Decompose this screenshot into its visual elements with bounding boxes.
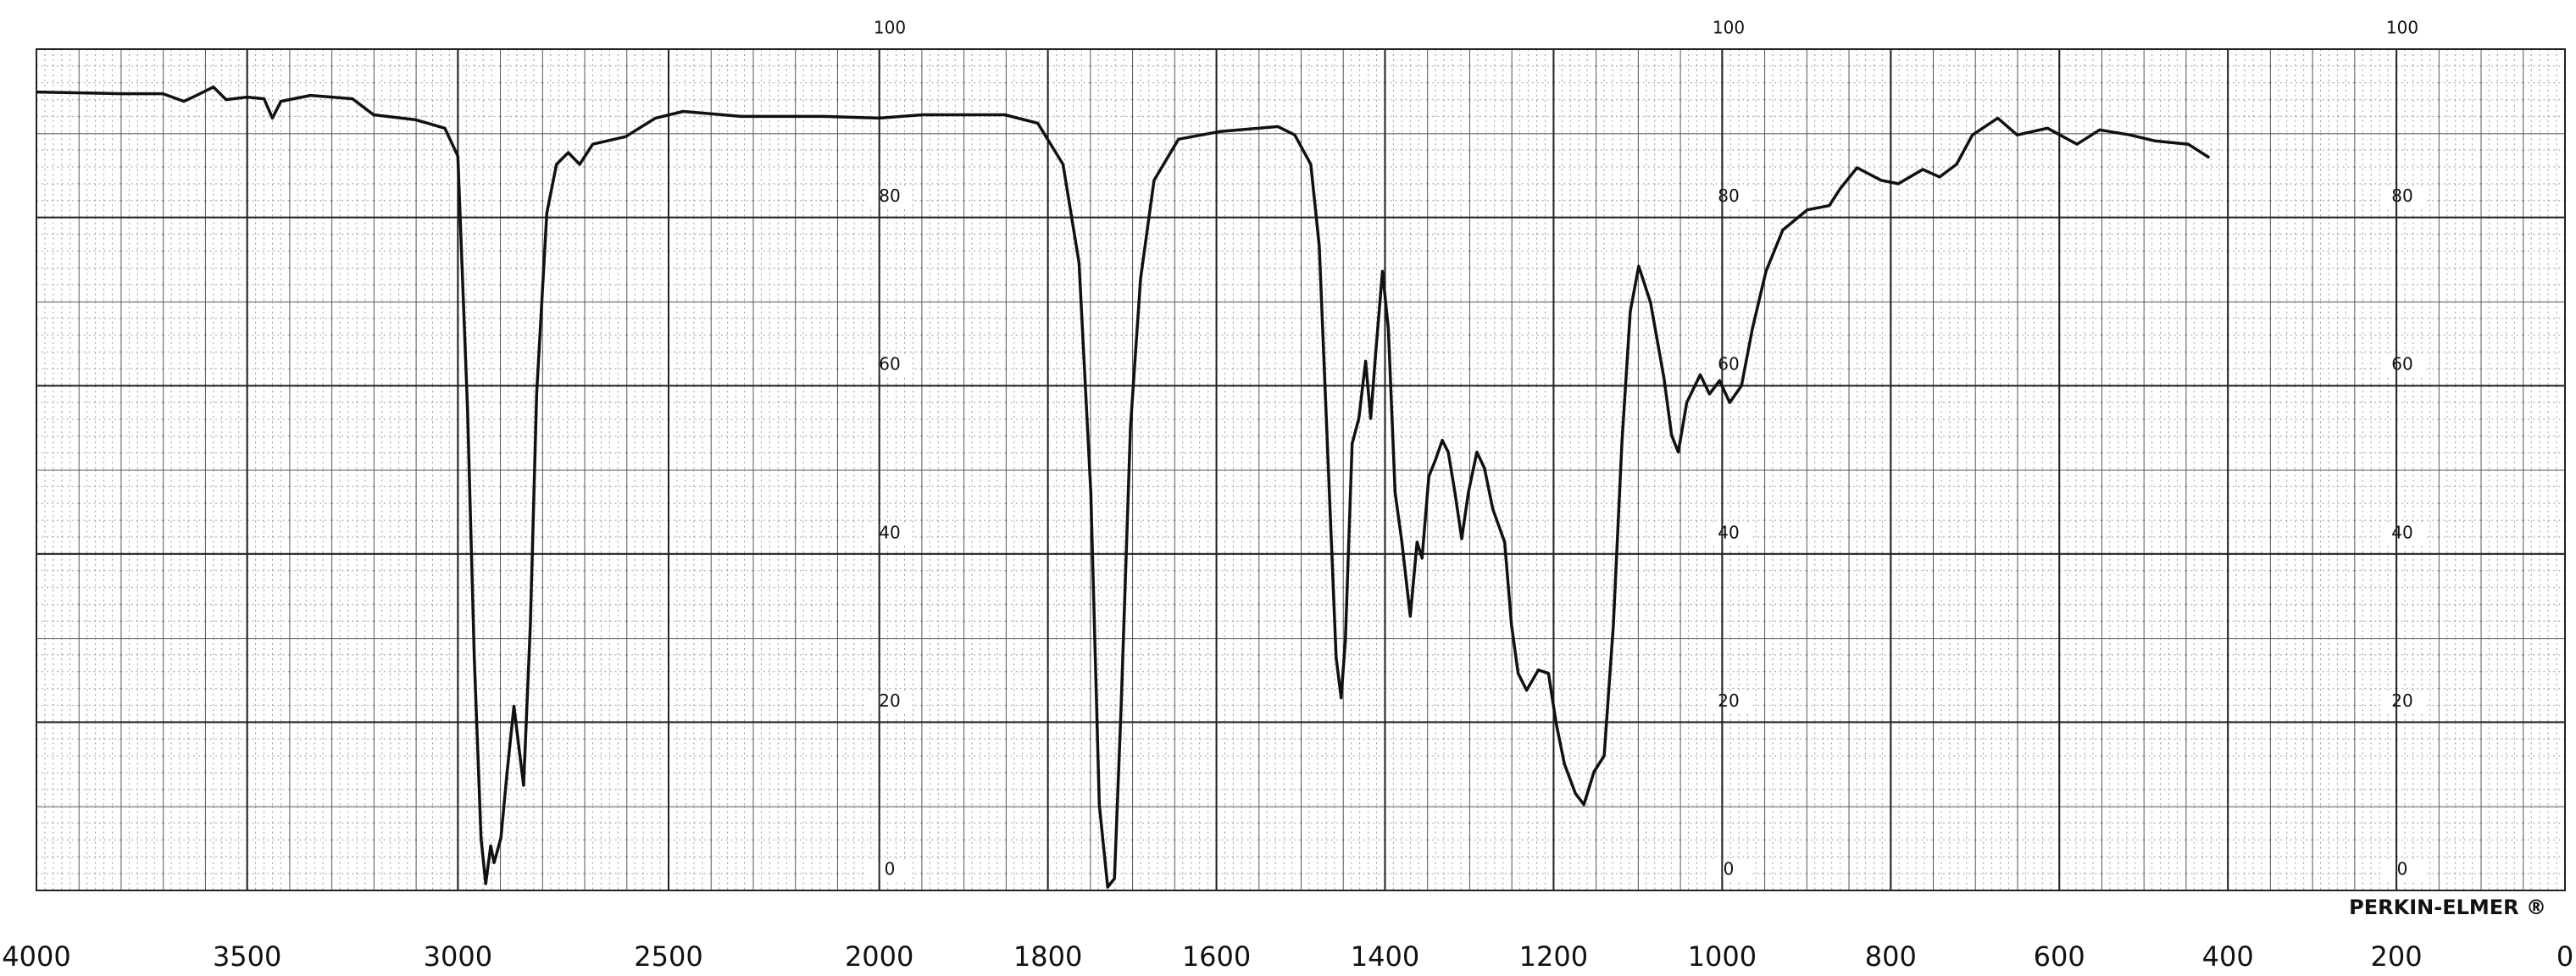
y-tick-label: 100 [874,18,906,38]
label-bg [868,860,912,880]
brand-label: PERKIN-ELMER ® [2349,896,2546,919]
y-tick-label: 0 [885,859,896,879]
label-bg [1707,691,1751,713]
label-bg [2380,355,2424,376]
x-tick-label: 3000 [424,940,492,973]
label-bg [1707,186,1751,208]
label-bg [868,523,912,544]
x-tick-label: 400 [2202,940,2254,973]
x-tick-label: 1800 [1013,940,1082,973]
label-bg [2380,691,2424,713]
y-tick-label: 40 [879,522,900,542]
x-tick-label: 600 [2034,940,2085,973]
x-tick-label: 1400 [1351,940,1419,973]
x-tick-label: 1600 [1182,940,1251,973]
x-tick-label: 3500 [213,940,281,973]
y-tick-label: 20 [2391,690,2412,711]
label-bg [1707,19,1751,39]
label-bg [2380,19,2424,39]
x-tick-label: 800 [1865,940,1917,973]
spectrum-line [36,85,2211,889]
y-tick-label: 100 [2386,18,2418,38]
x-tick-label: 1000 [1688,940,1757,973]
label-bg [868,691,912,713]
label-bg [1707,523,1751,544]
y-tick-label: 80 [1718,186,1739,206]
y-tick-label: 60 [879,354,900,374]
y-tick-label: 60 [2391,354,2412,374]
label-bg [868,186,912,208]
annotation-bg [2309,893,2555,922]
plot-frame [36,48,2566,891]
x-tick-label: 2000 [845,940,913,973]
y-tick-label: 40 [1718,522,1739,542]
x-tick-label: 1200 [1519,940,1588,973]
x-tick-label: 2500 [634,940,702,973]
label-bg [868,19,912,39]
x-tick-label: 200 [2371,940,2423,973]
label-bg [1707,860,1751,880]
y-tick-label: 0 [1724,859,1735,879]
y-tick-label: 20 [879,690,900,711]
y-tick-label: 0 [2397,859,2408,879]
y-tick-label: 60 [1718,354,1739,374]
y-tick-label: 80 [879,186,900,206]
label-bg [868,355,912,376]
label-bg [2380,523,2424,544]
x-tick-label: 4000 [2,940,70,973]
label-bg [2380,860,2424,880]
y-tick-label: 100 [1713,18,1745,38]
y-tick-label: 40 [2391,522,2412,542]
x-tick-label: 0 [2557,940,2573,973]
y-tick-label: 80 [2391,186,2412,206]
label-bg [2380,186,2424,208]
y-tick-label: 20 [1718,690,1739,711]
